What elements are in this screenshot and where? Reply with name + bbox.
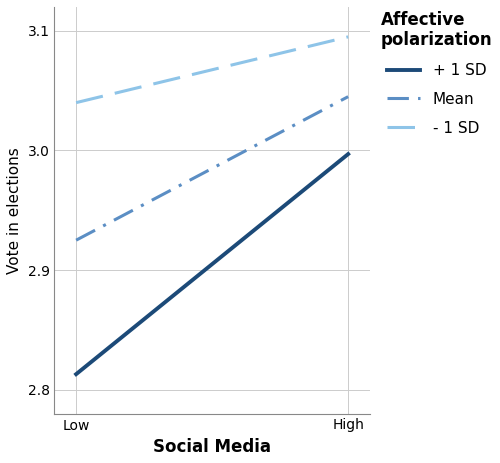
Y-axis label: Vote in elections: Vote in elections <box>7 147 22 274</box>
X-axis label: Social Media: Social Media <box>153 438 271 456</box>
Legend: + 1 SD, Mean, - 1 SD: + 1 SD, Mean, - 1 SD <box>380 11 492 136</box>
